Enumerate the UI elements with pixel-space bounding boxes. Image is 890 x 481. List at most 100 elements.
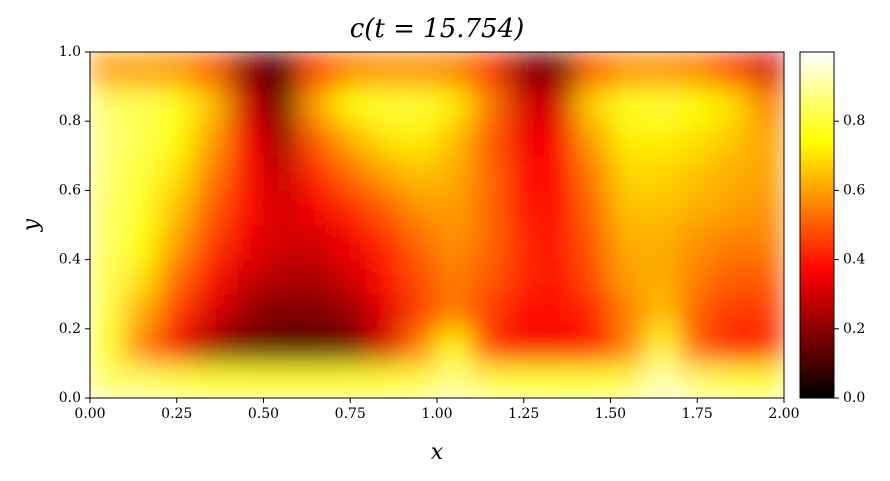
colorbar-tick-label: 0.0 (843, 390, 865, 406)
heatmap-cell (193, 120, 230, 157)
heatmap-cell (644, 328, 681, 364)
heatmap-cell (471, 224, 507, 261)
heatmap-cell (124, 224, 160, 261)
heatmap-cell (748, 155, 784, 191)
heatmap-cell (332, 224, 369, 261)
heatmap-cell (297, 120, 334, 157)
heatmap-cell (90, 189, 126, 226)
heatmap-cell (575, 86, 611, 122)
heatmap-cell (90, 259, 126, 295)
heatmap-cell (540, 52, 577, 88)
heatmap-cell (575, 224, 611, 261)
heatmap-cell (575, 120, 611, 157)
x-tick-label: 1.00 (421, 406, 452, 422)
heatmap-cell (332, 155, 369, 191)
heatmap-cell (158, 120, 195, 157)
heatmap-cell (193, 86, 230, 122)
heatmap-cell (610, 293, 646, 330)
heatmap-cell (748, 293, 784, 330)
heatmap (90, 52, 784, 398)
heatmap-cell (644, 362, 681, 398)
heatmap-cell (263, 52, 299, 88)
heatmap-cell (436, 224, 473, 261)
colorbar-tick-label: 0.4 (843, 252, 865, 268)
heatmap-cell (401, 86, 438, 122)
heatmap-cell (263, 86, 299, 122)
heatmap-cell (158, 189, 195, 226)
heatmap-cell (228, 362, 264, 398)
heatmap-cell (332, 293, 369, 330)
heatmap-cell (193, 362, 230, 398)
heatmap-cell (540, 120, 577, 157)
heatmap-cell (540, 259, 577, 295)
colorbar-tick-label: 0.8 (843, 113, 865, 129)
heatmap-cell (471, 362, 507, 398)
heatmap-cell (505, 293, 542, 330)
heatmap-cell (471, 328, 507, 364)
heatmap-cell (575, 189, 611, 226)
heatmap-cell (263, 293, 299, 330)
plot-area (90, 52, 784, 398)
heatmap-cell (90, 328, 126, 364)
heatmap-cell (436, 155, 473, 191)
heatmap-cell (124, 52, 160, 88)
heatmap-cell (540, 86, 577, 122)
heatmap-cell (505, 189, 542, 226)
heatmap-cell (679, 120, 716, 157)
heatmap-cell (367, 259, 403, 295)
heatmap-cell (193, 52, 230, 88)
heatmap-cell (644, 293, 681, 330)
heatmap-cell (714, 155, 750, 191)
heatmap-cell (679, 155, 716, 191)
heatmap-cell (401, 293, 438, 330)
heatmap-cell (540, 293, 577, 330)
heatmap-cell (367, 328, 403, 364)
heatmap-cell (714, 189, 750, 226)
x-tick-label: 1.25 (508, 406, 539, 422)
heatmap-cell (124, 362, 160, 398)
heatmap-cell (158, 328, 195, 364)
heatmap-cell (90, 155, 126, 191)
heatmap-cell (748, 52, 784, 88)
heatmap-cell (297, 293, 334, 330)
heatmap-cell (367, 224, 403, 261)
heatmap-cell (748, 362, 784, 398)
heatmap-cell (401, 328, 438, 364)
heatmap-cell (505, 52, 542, 88)
heatmap-cell (436, 120, 473, 157)
heatmap-cell (540, 224, 577, 261)
heatmap-cell (297, 189, 334, 226)
heatmap-cell (644, 189, 681, 226)
x-tick-label: 2.00 (768, 406, 799, 422)
heatmap-cell (714, 52, 750, 88)
heatmap-cell (679, 259, 716, 295)
heatmap-cell (540, 189, 577, 226)
heatmap-cell (505, 224, 542, 261)
heatmap-cell (644, 259, 681, 295)
heatmap-cell (401, 155, 438, 191)
heatmap-cell (401, 224, 438, 261)
y-axis-label: y (19, 218, 44, 232)
heatmap-cell (297, 362, 334, 398)
heatmap-cell (575, 259, 611, 295)
heatmap-cell (644, 120, 681, 157)
heatmap-cell (297, 328, 334, 364)
x-tick-label: 1.75 (682, 406, 713, 422)
heatmap-cell (714, 86, 750, 122)
heatmap-cell (575, 155, 611, 191)
heatmap-cell (297, 155, 334, 191)
heatmap-cell (540, 362, 577, 398)
heatmap-cell (332, 52, 369, 88)
heatmap-cell (610, 189, 646, 226)
heatmap-cell (714, 224, 750, 261)
heatmap-cell (297, 259, 334, 295)
heatmap-cell (228, 86, 264, 122)
heatmap-cell (367, 155, 403, 191)
heatmap-cell (332, 86, 369, 122)
heatmap-cell (332, 189, 369, 226)
heatmap-cell (263, 189, 299, 226)
heatmap-cell (401, 189, 438, 226)
heatmap-cell (228, 293, 264, 330)
heatmap-cell (228, 189, 264, 226)
heatmap-cell (436, 293, 473, 330)
